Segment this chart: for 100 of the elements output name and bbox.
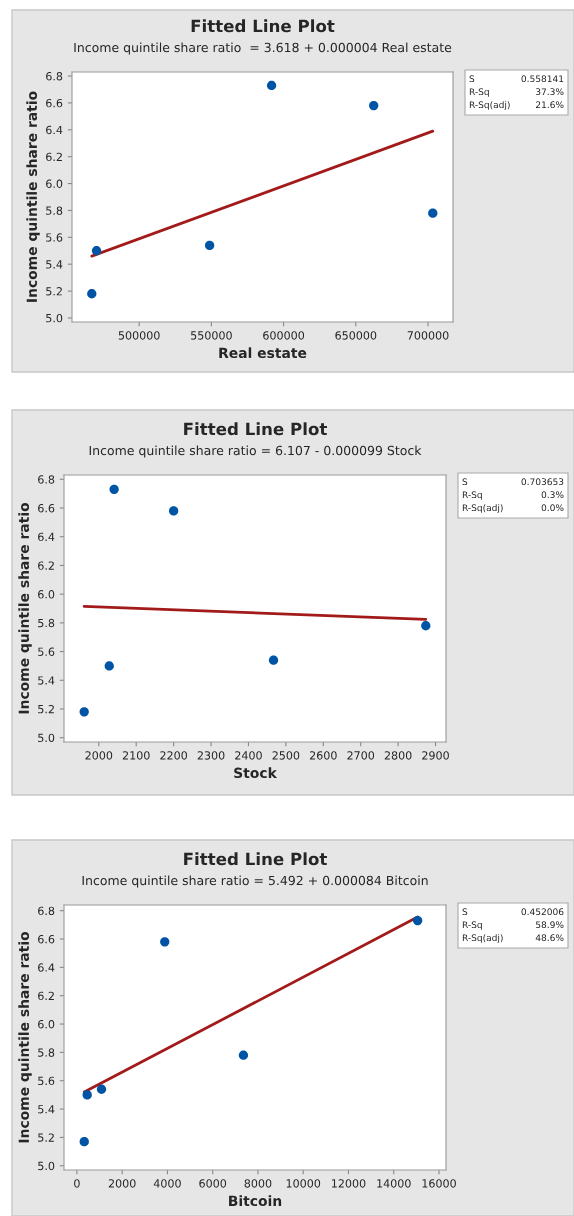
point	[413, 915, 423, 926]
point	[82, 1090, 92, 1100]
text: R-Sq	[469, 88, 489, 97]
text: R-Sq	[462, 921, 482, 930]
x-tick-label: 6000	[199, 1179, 227, 1188]
x-tick-label: 2500	[272, 751, 300, 760]
x-tick-label: 8000	[244, 1179, 272, 1188]
point	[104, 661, 114, 671]
y-tick-label: 5.2	[46, 287, 62, 296]
chart-title: Fitted Line Plot	[191, 19, 335, 33]
text: 0.452006	[521, 908, 564, 916]
y-tick-label: 6.0	[46, 179, 63, 188]
point	[96, 1084, 107, 1094]
chart-subtitle: Income quintile share ratio = 6.107 - 0.000099 Stock	[89, 445, 422, 458]
x-tick-label: 550000	[191, 331, 232, 340]
x-axis-title: Stock	[234, 767, 278, 779]
text: S	[469, 75, 475, 83]
y-tick-label: 6.0	[38, 590, 55, 599]
chart-title: Fitted Line Plot	[184, 422, 327, 436]
text: 0.558141	[521, 75, 564, 83]
x-axis-title: Real estate	[219, 347, 307, 359]
text: 37.3%	[536, 88, 564, 96]
y-tick-label: 5.2	[38, 1133, 54, 1142]
point	[160, 937, 170, 947]
y-tick-label: 5.8	[38, 1048, 55, 1057]
point	[421, 621, 431, 631]
y-tick-label: 6.6	[38, 503, 55, 513]
x-tick-label: 700000	[407, 331, 449, 340]
x-axis-title: Bitcoin	[229, 1195, 282, 1207]
x-tick-label: 10000	[286, 1179, 321, 1188]
text: S	[462, 908, 468, 916]
text: 0.3%	[541, 491, 564, 499]
y-tick-label: 6.0	[38, 1020, 55, 1029]
y-tick-label: 5.4	[46, 260, 63, 269]
y-tick-label: 6.8	[38, 906, 55, 916]
y-tick-label: 5.4	[38, 676, 55, 685]
x-tick-label: 0	[74, 1179, 80, 1188]
y-tick-label: 6.2	[38, 561, 54, 570]
x-tick-label: 2300	[197, 751, 225, 760]
y-tick-label: 5.0	[46, 313, 63, 323]
text: R-Sq(adj)	[469, 101, 510, 110]
y-tick-label: 5.4	[38, 1105, 55, 1114]
text: R-Sq(adj)	[462, 504, 503, 513]
point	[428, 208, 438, 218]
text: R-Sq	[462, 491, 482, 500]
y-tick-label: 5.8	[46, 206, 63, 215]
point	[369, 100, 379, 111]
y-tick-label: 5.0	[38, 733, 55, 743]
y-tick-label: 6.4	[46, 125, 63, 135]
x-tick-label: 2600	[309, 751, 337, 760]
x-tick-label: 16000	[422, 1179, 456, 1188]
point	[168, 506, 179, 516]
chart-subtitle: Income quintile share ratio = 3.618 + 0.000004 Real estate	[74, 42, 452, 55]
x-tick-label: 2100	[122, 751, 150, 760]
text: S	[462, 478, 468, 486]
text: 0.703653	[521, 478, 564, 486]
y-tick-label: 5.8	[38, 618, 55, 628]
y-tick-label: 6.2	[46, 152, 62, 162]
y-tick-label: 6.4	[38, 532, 55, 542]
point	[266, 80, 277, 91]
point	[79, 707, 89, 717]
point	[91, 246, 102, 256]
x-tick-label: 2000	[108, 1179, 136, 1188]
y-tick-label: 6.6	[38, 934, 55, 944]
y-axis-title: Income quintile share ratio	[18, 931, 32, 1143]
y-tick-label: 6.8	[38, 475, 55, 484]
point	[79, 1137, 89, 1147]
y-tick-label: 5.6	[46, 233, 63, 242]
y-tick-label: 6.8	[46, 72, 63, 81]
point	[238, 1050, 249, 1060]
text: 48.6%	[535, 934, 564, 942]
x-tick-label: 2900	[422, 751, 449, 760]
x-tick-label: 2000	[85, 751, 113, 760]
x-tick-label: 2800	[384, 751, 412, 760]
x-tick-label: 650000	[335, 331, 377, 340]
y-tick-label: 5.6	[38, 1076, 55, 1086]
x-tick-label: 4000	[153, 1179, 181, 1188]
x-tick-label: 14000	[377, 1179, 411, 1188]
point	[268, 655, 279, 665]
chart-title: Fitted Line Plot	[184, 852, 327, 866]
y-axis-title: Income quintile share ratio	[26, 91, 40, 302]
text: 21.6%	[535, 101, 564, 109]
point	[109, 484, 119, 495]
y-tick-label: 5.0	[38, 1161, 55, 1171]
x-tick-label: 2200	[160, 751, 188, 760]
text: 58.9%	[536, 921, 564, 929]
y-axis-title: Income quintile share ratio	[18, 502, 32, 714]
y-tick-label: 5.2	[38, 704, 54, 714]
x-tick-label: 12000	[332, 1179, 366, 1188]
x-tick-label: 2400	[235, 751, 262, 760]
text: R-Sq(adj)	[462, 934, 503, 943]
x-tick-label: 600000	[263, 331, 305, 340]
y-tick-label: 6.4	[38, 963, 55, 972]
y-tick-label: 5.6	[38, 647, 55, 656]
x-tick-label: 500000	[118, 331, 160, 340]
text: 0.0%	[541, 504, 564, 512]
y-tick-label: 6.2	[38, 991, 54, 1001]
point	[87, 289, 97, 299]
x-tick-label: 2700	[347, 751, 375, 760]
y-tick-label: 6.6	[46, 98, 63, 108]
